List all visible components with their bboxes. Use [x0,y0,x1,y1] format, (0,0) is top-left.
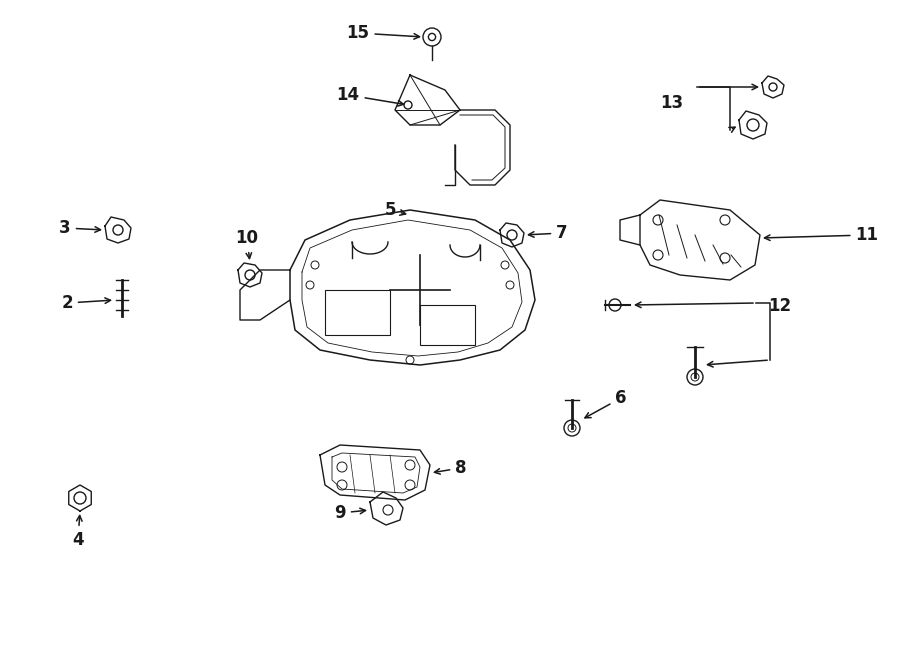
Text: 2: 2 [61,294,111,312]
Text: 8: 8 [435,459,467,477]
Text: 3: 3 [59,219,101,237]
Text: 4: 4 [72,516,84,549]
Text: 13: 13 [661,94,684,112]
Text: 15: 15 [346,24,419,42]
Text: 12: 12 [769,297,792,315]
Bar [420,305,475,345]
Text: 9: 9 [334,504,365,522]
Text: 7: 7 [528,224,568,242]
Text: 10: 10 [236,229,258,258]
Bar [325,290,390,335]
Text: 14: 14 [337,86,403,106]
Text: 1: 1 [0,660,1,661]
Text: 11: 11 [764,226,878,244]
Text: 6: 6 [585,389,626,418]
Text: 5: 5 [384,201,406,219]
